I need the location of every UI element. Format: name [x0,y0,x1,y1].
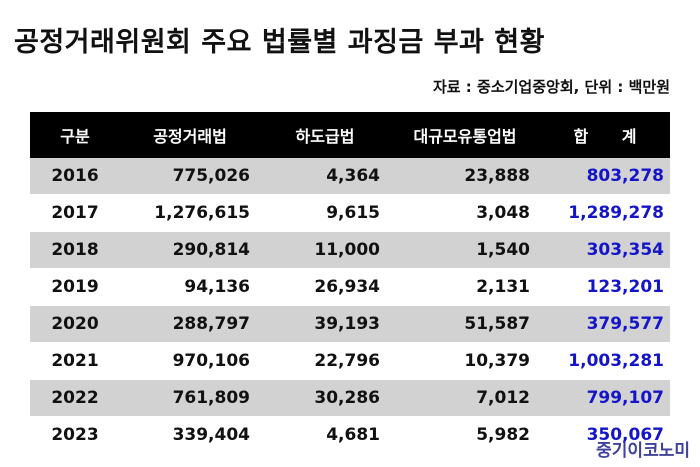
column-header-total: 합 계 [540,112,670,158]
year-cell: 2022 [30,379,120,417]
year-cell: 2020 [30,305,120,343]
total-cell: 350,067 [540,416,670,454]
subcontracting-act-cell: 4,364 [260,158,390,195]
penalty-table: 구분 공정거래법 하도급법 대규모유통업법 합 계 2016 775,026 4,3… [30,112,670,454]
fair-trade-act-cell: 290,814 [120,231,260,269]
table-row: 2016 775,026 4,364 23,888 803,278 [30,158,670,195]
total-cell: 799,107 [540,379,670,417]
fair-trade-act-cell: 775,026 [120,158,260,195]
large-retail-act-cell: 3,048 [390,194,540,232]
fair-trade-act-cell: 761,809 [120,379,260,417]
year-cell: 2016 [30,158,120,195]
watermark-logo: 중기이코노미 [596,441,690,461]
fair-trade-act-cell: 1,276,615 [120,194,260,232]
source-note: 자료 : 중소기업중앙회, 단위 : 백만원 [432,78,670,96]
total-cell: 303,354 [540,231,670,269]
table-body: 2016 775,026 4,364 23,888 803,278 2017 1,276,6… [30,158,670,454]
column-header-category: 구분 [30,112,120,158]
table-row: 2023 339,404 4,681 5,982 350,067 [30,416,670,454]
table-row: 2018 290,814 11,000 1,540 303,354 [30,231,670,269]
page-title: 공정거래위원회 주요 법률별 과징금 부과 현황 [14,27,545,58]
subcontracting-act-cell: 26,934 [260,268,390,306]
year-cell: 2019 [30,268,120,306]
subcontracting-act-cell: 39,193 [260,305,390,343]
large-retail-act-cell: 51,587 [390,305,540,343]
large-retail-act-cell: 2,131 [390,268,540,306]
table-row: 2017 1,276,615 9,615 3,048 1,289,278 [30,194,670,232]
table-header-row: 구분 공정거래법 하도급법 대규모유통업법 합 계 [30,112,670,158]
large-retail-act-cell: 7,012 [390,379,540,417]
year-cell: 2021 [30,342,120,380]
subcontracting-act-cell: 30,286 [260,379,390,417]
total-cell: 123,201 [540,268,670,306]
column-header-subcontracting-act: 하도급법 [260,112,390,158]
table-row: 2022 761,809 30,286 7,012 799,107 [30,379,670,417]
large-retail-act-cell: 10,379 [390,342,540,380]
total-cell: 1,003,281 [540,342,670,380]
fair-trade-act-cell: 970,106 [120,342,260,380]
table-row: 2020 288,797 39,193 51,587 379,577 [30,305,670,343]
year-cell: 2017 [30,194,120,232]
large-retail-act-cell: 23,888 [390,158,540,195]
year-cell: 2018 [30,231,120,269]
fair-trade-act-cell: 94,136 [120,268,260,306]
fair-trade-act-cell: 288,797 [120,305,260,343]
table-row: 2021 970,106 22,796 10,379 1,003,281 [30,342,670,380]
subcontracting-act-cell: 9,615 [260,194,390,232]
table-row: 2019 94,136 26,934 2,131 123,201 [30,268,670,306]
year-cell: 2023 [30,416,120,454]
fair-trade-act-cell: 339,404 [120,416,260,454]
total-cell: 1,289,278 [540,194,670,232]
subcontracting-act-cell: 22,796 [260,342,390,380]
column-header-large-retail-act: 대규모유통업법 [390,112,540,158]
large-retail-act-cell: 1,540 [390,231,540,269]
total-cell: 803,278 [540,158,670,195]
column-header-fair-trade-act: 공정거래법 [120,112,260,158]
large-retail-act-cell: 5,982 [390,416,540,454]
subcontracting-act-cell: 4,681 [260,416,390,454]
total-cell: 379,577 [540,305,670,343]
subcontracting-act-cell: 11,000 [260,231,390,269]
